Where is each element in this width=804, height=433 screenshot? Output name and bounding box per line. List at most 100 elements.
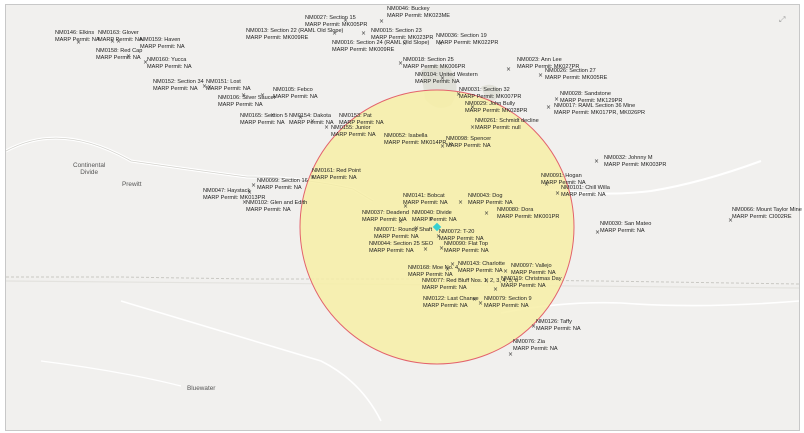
site-marker-icon[interactable]: × <box>448 141 454 148</box>
site-marker-icon[interactable]: × <box>241 92 247 99</box>
site-marker-icon[interactable]: × <box>554 96 560 103</box>
site-marker-icon[interactable]: × <box>506 66 512 73</box>
site-marker-icon[interactable]: × <box>414 225 420 232</box>
site-marker-icon[interactable]: × <box>343 17 349 24</box>
site-marker-icon[interactable]: × <box>472 296 478 303</box>
site-marker-icon[interactable]: × <box>538 72 544 79</box>
site-label-nm0029: NM0029: John Bully MARP Permit: MK028PR <box>465 101 528 114</box>
site-marker-icon[interactable]: × <box>456 91 462 98</box>
site-marker-icon[interactable]: × <box>503 268 509 275</box>
site-marker-icon[interactable]: × <box>207 84 213 91</box>
site-marker-icon[interactable]: × <box>324 124 330 131</box>
site-marker-icon[interactable]: × <box>143 59 149 66</box>
site-label-nm0141: NM0141: Bobcat MARP Permit: NA <box>403 193 448 206</box>
place-label: Continental Divide <box>73 162 106 176</box>
site-label-nm0052: NM0052: Isabella MARP Permit: MK014PR <box>384 133 447 146</box>
site-marker-icon[interactable]: × <box>398 218 404 225</box>
site-label-nm0040: NM0040: Divide MARP Permit: NA <box>412 210 457 223</box>
site-label-nm0047: NM0047: Haystack MARP Permit: MK013PR <box>203 188 266 201</box>
site-label-nm0080: NM0080: Dora MARP Permit: MK001PR <box>497 207 560 220</box>
site-marker-icon[interactable]: × <box>555 190 561 197</box>
site-label-nm0126: NM0126: Taffy MARP Permit: NA <box>536 319 581 332</box>
site-marker-icon[interactable]: × <box>242 199 248 206</box>
site-label-nm0161: NM0161: Red Point MARP Permit: NA <box>312 168 361 181</box>
place-label: Bluewater <box>187 385 216 392</box>
site-label-nm0076: NM0076: Zia MARP Permit: NA <box>513 339 558 352</box>
site-label-nm0106: NM0106: Silver Saucer MARP Permit: NA <box>218 95 276 108</box>
site-label-nm0143: NM0143: Charlotte MARP Permit: NA <box>458 261 505 274</box>
site-label-nm0097: NM0097: Vallejo MARP Permit: NA <box>511 263 556 276</box>
site-marker-icon[interactable]: × <box>484 277 490 284</box>
site-marker-icon[interactable]: × <box>728 217 734 224</box>
site-marker-icon[interactable]: × <box>470 124 476 131</box>
site-marker-icon[interactable]: × <box>247 189 253 196</box>
site-marker-icon[interactable]: × <box>251 182 257 189</box>
site-marker-icon[interactable]: × <box>544 181 550 188</box>
site-marker-icon[interactable]: × <box>202 83 208 90</box>
site-marker-icon[interactable]: × <box>298 114 304 121</box>
site-marker-icon[interactable]: × <box>440 75 446 82</box>
site-label-nm0015: NM0015: Section 23 MARP Permit: MK023PR <box>371 28 434 41</box>
site-label-nm0159: NM0159: Haven MARP Permit: NA <box>140 37 185 50</box>
site-label-nm0066: NM0066: Mount Taylor Mine MARP Permit: C… <box>732 207 802 220</box>
site-marker-icon[interactable]: × <box>440 143 446 150</box>
map-frame[interactable]: ⤢ <box>5 4 800 431</box>
site-marker-icon[interactable]: × <box>493 286 499 293</box>
site-label-nm0146: NM0146: Elkins MARP Permit: NA <box>55 30 100 43</box>
site-marker-icon[interactable]: × <box>403 203 409 210</box>
site-marker-icon[interactable]: × <box>428 216 434 223</box>
site-marker-icon[interactable]: × <box>310 118 316 125</box>
selected-site-marker[interactable] <box>432 222 442 232</box>
site-label-nm0165: NM0165: Section 5 MARP Permit: NA <box>240 113 288 126</box>
site-marker-icon[interactable]: × <box>398 60 404 67</box>
site-marker-icon[interactable]: × <box>116 38 122 45</box>
site-label-nm0104: NM0104: United Western MARP Permit: NA <box>415 72 478 85</box>
site-marker-icon[interactable]: × <box>470 104 476 111</box>
site-marker-icon[interactable]: × <box>531 323 537 330</box>
site-marker-icon[interactable]: × <box>439 245 445 252</box>
site-label-nm0027: NM0027: Section 15 MARP Permit: MK005PR <box>305 15 368 28</box>
site-marker-icon[interactable]: × <box>508 351 514 358</box>
site-marker-icon[interactable]: × <box>438 40 444 47</box>
site-marker-icon[interactable]: × <box>332 30 338 37</box>
site-label-nm0105: NM0105: Febco MARP Permit: NA <box>273 87 318 100</box>
site-marker-icon[interactable]: × <box>260 92 266 99</box>
site-marker-icon[interactable]: × <box>423 246 429 253</box>
site-marker-icon[interactable]: × <box>361 30 367 37</box>
site-marker-icon[interactable]: × <box>478 300 484 307</box>
site-label-nm0046: NM0046: Buckey MARP Permit: MK023ME <box>387 6 450 19</box>
site-marker-icon[interactable]: × <box>484 210 490 217</box>
site-marker-icon[interactable]: × <box>110 38 116 45</box>
site-marker-icon[interactable]: × <box>310 174 316 181</box>
site-marker-icon[interactable]: × <box>450 261 456 268</box>
site-label-nm0098: NM0098: Spencer MARP Permit: NA <box>446 136 492 149</box>
collapse-icon[interactable]: ⤢ <box>779 15 786 24</box>
site-marker-icon[interactable]: × <box>546 104 552 111</box>
site-marker-icon[interactable]: × <box>436 233 442 240</box>
site-label-nm0155: NM0155: Junior MARP Permit: NA <box>331 125 376 138</box>
site-label-nm0168: NM0168: Moe No. 4 MARP Permit: NA <box>408 265 459 278</box>
place-label: Prewitt <box>122 181 142 188</box>
site-label-nm0037: NM0037: Deadend MARP Permit: NA <box>362 210 409 223</box>
site-marker-icon[interactable]: × <box>76 39 82 46</box>
site-label-nm0032: NM0032: Johnny M MARP Permit: MK003PR <box>604 155 667 168</box>
site-label-nm0153: NM0153: Pat MARP Permit: NA <box>339 113 384 126</box>
site-label-nm0026: NM0026: Section 27 MARP Permit: MK005RE <box>545 68 608 81</box>
site-marker-icon[interactable]: × <box>595 229 601 236</box>
site-label-nm0016: NM0016: Section 24 (RAML Old Slope) MARP… <box>332 40 430 53</box>
site-label-nm0158: NM0158: Red Cap MARP Permit: NA <box>96 48 143 61</box>
site-label-nm0072: NM0072: T-20 MARP Permit: NA <box>439 229 484 242</box>
site-label-nm0028: NM0028: Sandstone MARP Permit: MK129PR <box>560 91 623 104</box>
site-marker-icon[interactable]: × <box>270 112 276 119</box>
site-marker-icon[interactable]: × <box>594 158 600 165</box>
site-marker-icon[interactable]: × <box>445 266 451 273</box>
site-label-nm0101: NM0101: Chill Willa MARP Permit: NA <box>561 185 610 198</box>
site-marker-icon[interactable]: × <box>379 18 385 25</box>
site-marker-icon[interactable]: × <box>126 53 132 60</box>
site-marker-icon[interactable]: × <box>458 199 464 206</box>
site-marker-icon[interactable]: × <box>402 40 408 47</box>
site-label-nm0013: NM0013: Section 22 (RAML Old Slope) MARP… <box>246 28 344 41</box>
site-label-nm0160: NM0160: Yucca MARP Permit: NA <box>147 57 192 70</box>
site-label-nm0119: NM0119: Christmas Day MARP Permit: NA <box>501 276 562 289</box>
